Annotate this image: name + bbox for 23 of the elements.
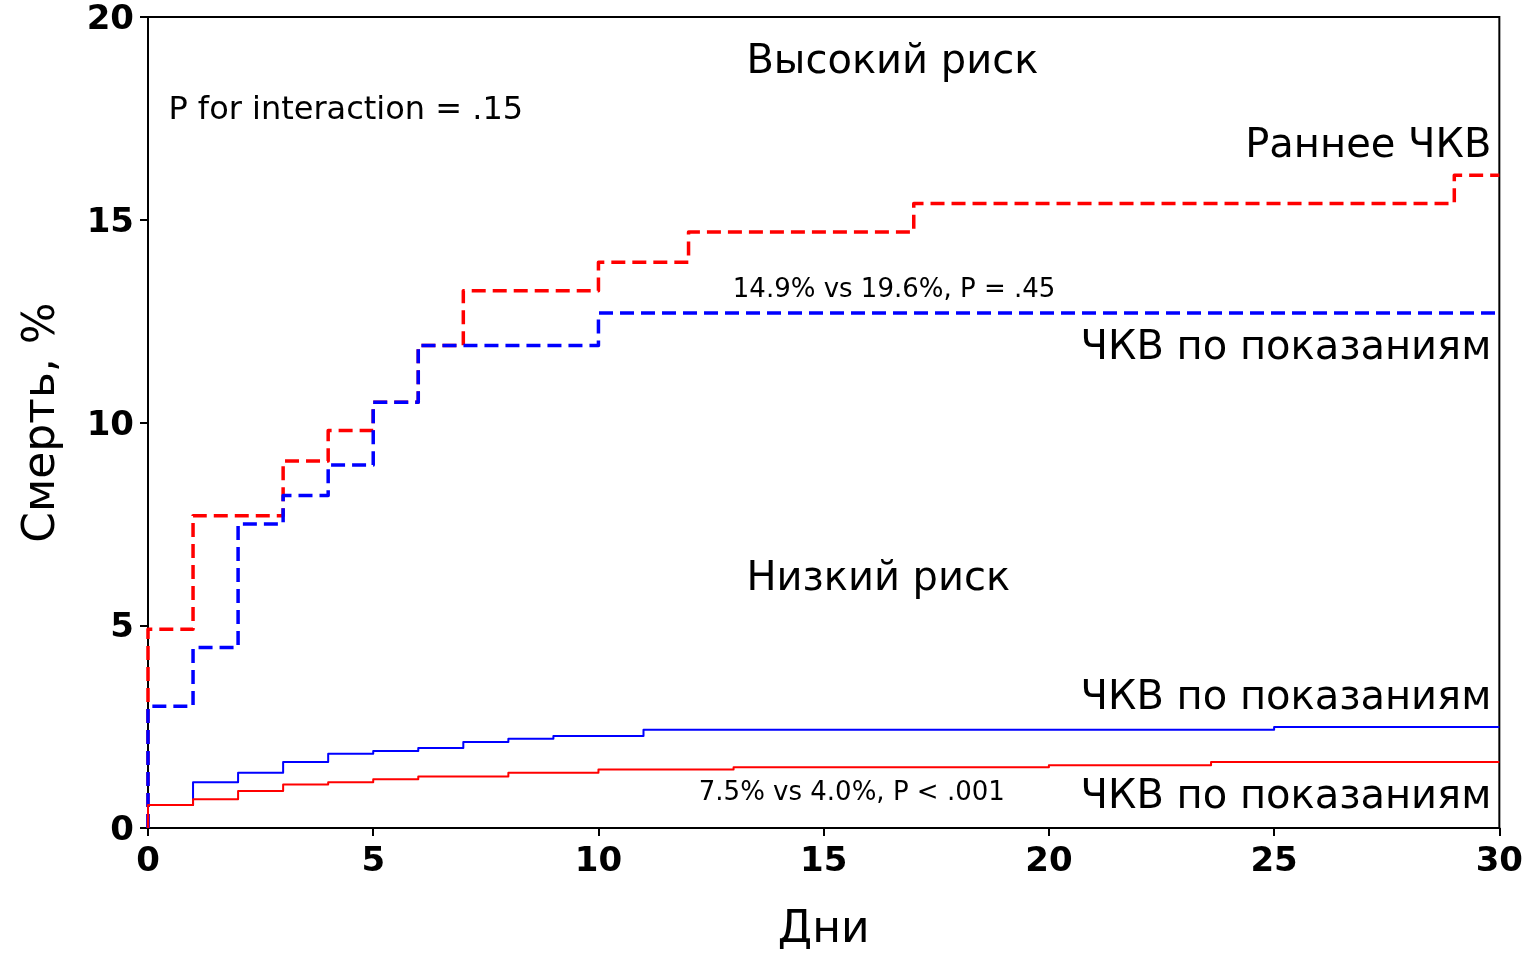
x-tick-label: 20: [1025, 839, 1073, 879]
y-axis-title: Смерть, %: [12, 302, 64, 543]
y-tick-label: 0: [110, 808, 134, 848]
series-label: Раннее ЧКВ: [1245, 120, 1492, 167]
y-tick-label: 5: [110, 605, 134, 646]
annotation: 14.9% vs 19.6%, P = .45: [732, 273, 1056, 304]
series-label: ЧКВ по показаниям: [1080, 322, 1492, 369]
annotation: Высокий риск: [746, 36, 1039, 83]
x-tick-label: 15: [800, 839, 848, 879]
y-tick-label: 10: [86, 402, 134, 443]
x-axis-title: Дни: [777, 900, 870, 952]
annotation: P for interaction = .15: [168, 89, 524, 128]
y-tick-label: 15: [86, 199, 134, 240]
annotation: 7.5% vs 4.0%, P < .001: [698, 776, 1005, 807]
series-label: ЧКВ по показаниям: [1080, 672, 1492, 719]
x-tick-label: 10: [574, 839, 623, 879]
x-tick-label: 0: [136, 839, 160, 879]
annotation: Низкий риск: [746, 552, 1011, 599]
y-tick-label: 20: [86, 0, 134, 37]
x-tick-label: 5: [361, 839, 386, 879]
series-label: ЧКВ по показаниям: [1080, 770, 1492, 817]
x-tick-label: 30: [1475, 839, 1524, 879]
x-tick-label: 25: [1250, 839, 1298, 879]
